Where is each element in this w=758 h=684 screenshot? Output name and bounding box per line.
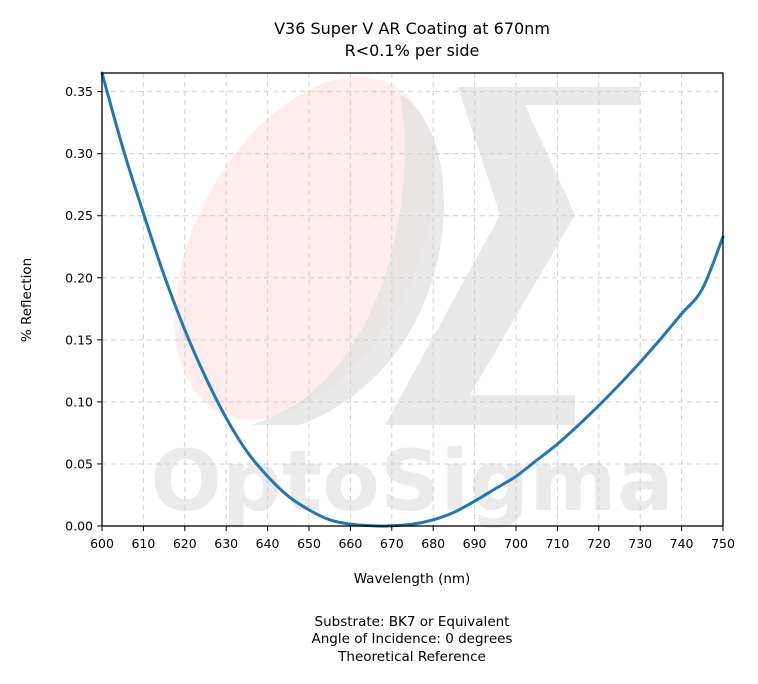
footer-angle: Angle of Incidence: 0 degrees: [312, 631, 513, 647]
y-tick-label: 0.25: [65, 208, 93, 223]
plot-frame: [101, 72, 724, 527]
watermark-omega-icon: [250, 95, 445, 425]
x-axis-label: Wavelength (nm): [354, 571, 471, 587]
footer-reference: Theoretical Reference: [337, 649, 486, 665]
x-tick-label: 680: [421, 536, 445, 551]
x-tick-label: 600: [90, 536, 114, 551]
y-tick-label: 0.30: [65, 146, 93, 161]
x-tick-label: 630: [214, 536, 238, 551]
y-tick-label: 0.20: [65, 270, 93, 285]
x-tick-label: 740: [670, 536, 694, 551]
reflection-curve: [100, 71, 725, 528]
x-tick-label: 700: [504, 536, 528, 551]
x-tick-label: 660: [338, 536, 362, 551]
y-tick-label: 0.00: [65, 519, 93, 534]
y-axis: 0.00 0.05 0.10 0.15 0.20 0.25 0.30 0.35: [65, 84, 102, 534]
watermark-logo: OptoSigma: [150, 76, 674, 530]
x-tick-label: 650: [297, 536, 321, 551]
x-tick-label: 720: [587, 536, 611, 551]
plot-area: [100, 71, 725, 528]
y-tick-label: 0.35: [65, 84, 93, 99]
x-axis: 600 610 620 630 640 650 660 670 680 690 700 710 720 7…: [90, 526, 735, 551]
x-tick-label: 730: [628, 536, 652, 551]
x-tick-label: 620: [173, 536, 197, 551]
y-tick-label: 0.10: [65, 394, 93, 409]
watermark-sigma-icon: [385, 87, 640, 425]
chart-subtitle: R<0.1% per side: [345, 41, 480, 60]
y-tick-label: 0.05: [65, 456, 93, 471]
x-tick-label: 710: [545, 536, 569, 551]
x-tick-label: 640: [256, 536, 280, 551]
x-tick-label: 690: [463, 536, 487, 551]
footer-substrate: Substrate: BK7 or Equivalent: [315, 614, 510, 630]
x-tick-label: 610: [131, 536, 155, 551]
x-tick-label: 670: [380, 536, 404, 551]
watermark-text: OptoSigma: [150, 432, 673, 530]
y-tick-label: 0.15: [65, 332, 93, 347]
x-tick-label: 750: [711, 536, 735, 551]
grid: [102, 73, 723, 526]
y-axis-label: % Reflection: [19, 258, 35, 342]
chart-title: V36 Super V AR Coating at 670nm: [274, 19, 550, 38]
